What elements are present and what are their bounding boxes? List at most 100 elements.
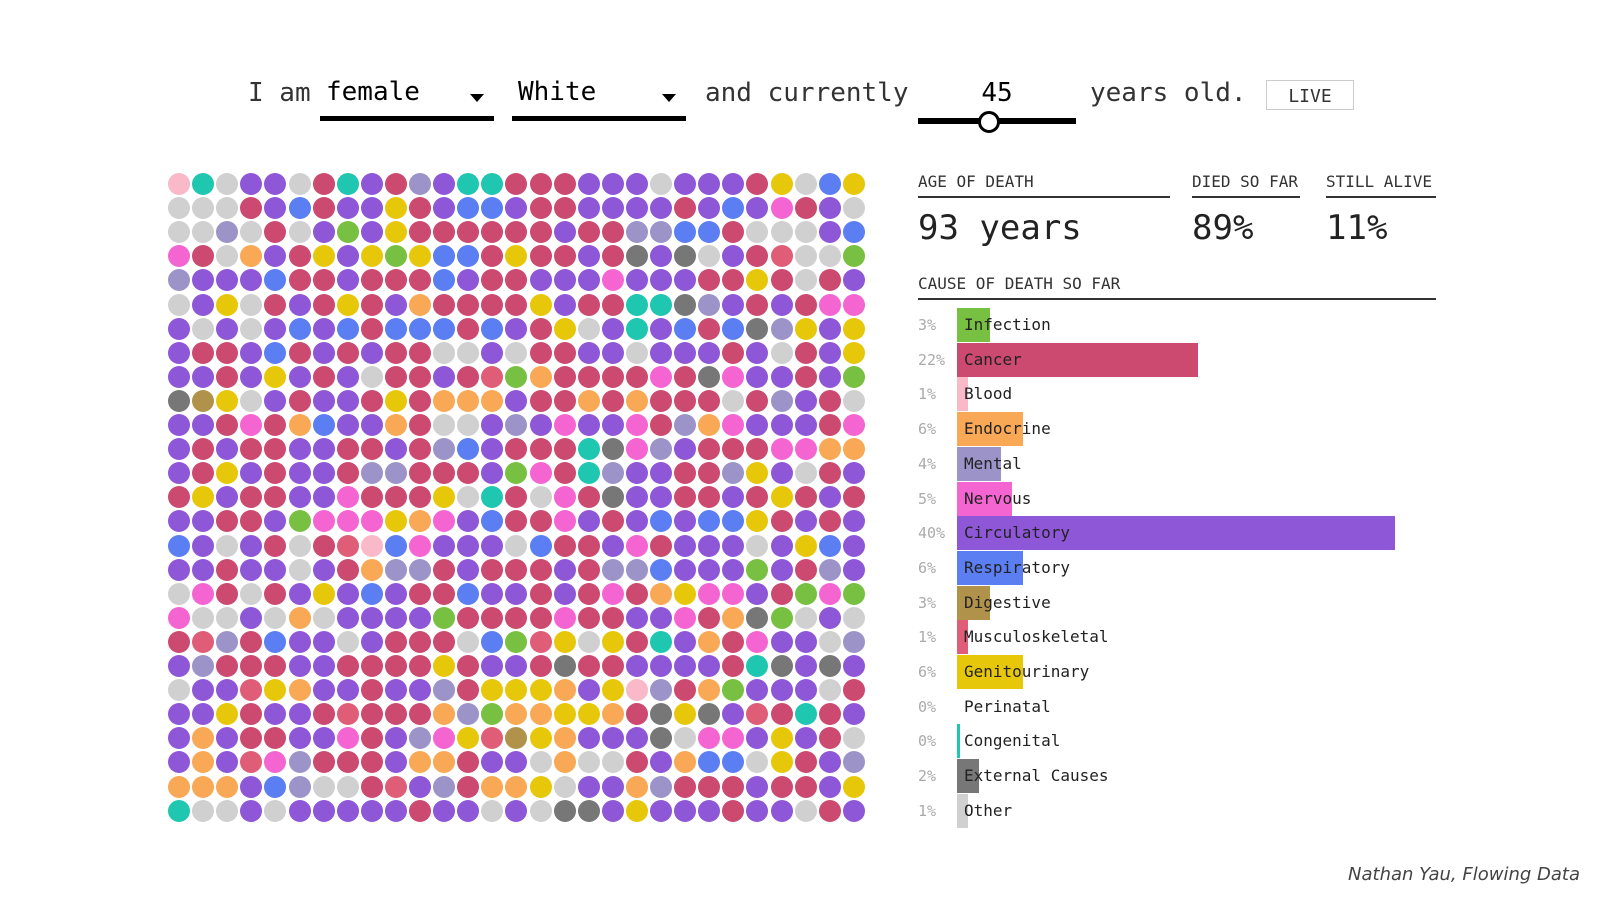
person-dot	[722, 269, 745, 292]
person-dot	[794, 293, 817, 316]
person-dot	[409, 245, 431, 268]
person-dot	[481, 173, 504, 195]
person-dot	[842, 751, 865, 774]
person-dot	[722, 799, 745, 822]
person-dot	[457, 630, 480, 653]
person-dot	[505, 727, 528, 750]
person-dot	[577, 751, 600, 774]
person-dot	[409, 630, 431, 653]
person-dot	[409, 486, 431, 509]
person-dot	[794, 679, 817, 702]
cause-percent: 6%	[918, 420, 937, 439]
person-dot	[577, 558, 600, 581]
person-dot	[192, 727, 215, 750]
person-dot	[650, 486, 672, 509]
person-dot	[505, 486, 528, 509]
person-dot	[505, 703, 528, 726]
person-dot	[240, 630, 263, 653]
person-dot	[650, 221, 672, 244]
person-dot	[505, 293, 528, 316]
person-dot	[674, 799, 697, 822]
person-dot	[674, 317, 697, 340]
person-dot	[601, 365, 624, 388]
person-dot	[746, 655, 769, 677]
person-dot	[794, 486, 817, 509]
person-dot	[698, 703, 721, 726]
person-dot	[553, 582, 576, 605]
person-dot	[288, 582, 311, 605]
person-dot	[168, 799, 190, 822]
person-dot	[505, 630, 528, 653]
person-dot	[601, 582, 624, 605]
person-dot	[433, 317, 456, 340]
race-select[interactable]: White	[512, 76, 686, 121]
person-dot	[409, 558, 431, 581]
person-dot	[168, 703, 190, 726]
sex-select[interactable]: female	[320, 76, 494, 121]
person-dot	[625, 173, 648, 195]
person-dot	[360, 775, 383, 798]
person-dot	[264, 269, 287, 292]
person-dot	[770, 558, 793, 581]
person-dot	[625, 582, 648, 605]
person-dot	[577, 197, 600, 220]
person-dot	[312, 606, 335, 629]
person-dot	[674, 486, 697, 509]
person-dot	[505, 414, 528, 436]
person-dot	[674, 173, 697, 195]
person-dot	[601, 799, 624, 822]
person-dot	[312, 414, 335, 436]
person-dot	[312, 534, 335, 557]
person-dot	[457, 269, 480, 292]
person-dot	[842, 558, 865, 581]
person-dot	[336, 173, 359, 195]
person-dot	[481, 245, 504, 268]
person-dot	[577, 630, 600, 653]
person-dot	[577, 269, 600, 292]
person-dot	[746, 486, 769, 509]
person-dot	[216, 173, 239, 195]
person-dot	[746, 438, 769, 461]
person-dot	[216, 799, 239, 822]
person-dot	[240, 438, 263, 461]
person-dot	[312, 221, 335, 244]
person-dot	[457, 799, 480, 822]
person-dot	[698, 679, 721, 702]
person-dot	[529, 751, 552, 774]
person-dot	[722, 317, 745, 340]
person-dot	[481, 317, 504, 340]
person-dot	[818, 799, 841, 822]
person-dot	[794, 775, 817, 798]
age-slider-handle[interactable]	[978, 111, 1001, 133]
person-dot	[650, 245, 672, 268]
cause-bar	[957, 620, 968, 655]
person-dot	[770, 606, 793, 629]
person-dot	[240, 799, 263, 822]
person-dot	[312, 197, 335, 220]
person-dot	[770, 245, 793, 268]
person-dot	[553, 655, 576, 677]
person-dot	[529, 630, 552, 653]
person-dot	[433, 679, 456, 702]
person-dot	[336, 341, 359, 364]
person-dot	[625, 317, 648, 340]
person-dot	[770, 486, 793, 509]
live-button[interactable]: LIVE	[1266, 80, 1354, 110]
person-dot	[842, 197, 865, 220]
person-dot	[384, 510, 407, 533]
cause-row: 1% Musculoskeletal	[918, 620, 1438, 655]
person-dot	[650, 173, 672, 195]
person-dot	[168, 365, 190, 388]
person-dot	[529, 317, 552, 340]
person-dot	[722, 582, 745, 605]
person-dot	[842, 438, 865, 461]
person-dot	[505, 606, 528, 629]
person-dot	[842, 221, 865, 244]
age-slider[interactable]: 45	[918, 76, 1076, 133]
person-dot	[529, 438, 552, 461]
person-dot	[674, 293, 697, 316]
person-dot	[650, 751, 672, 774]
person-dot	[625, 293, 648, 316]
person-dot	[240, 269, 263, 292]
person-dot	[529, 799, 552, 822]
